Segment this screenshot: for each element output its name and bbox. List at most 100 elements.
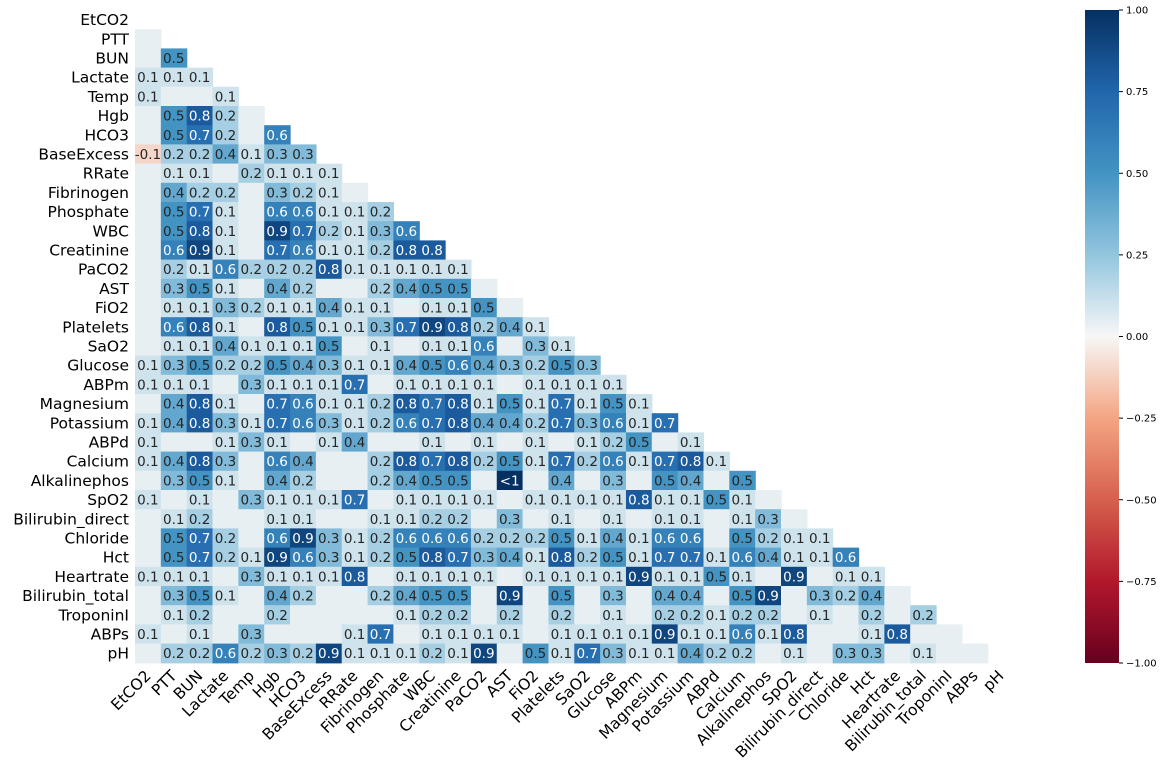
row-label: Lactate xyxy=(71,69,129,87)
heatmap-cell xyxy=(445,259,472,280)
heatmap-cell xyxy=(160,259,188,280)
heatmap-cell xyxy=(677,490,705,510)
heatmap-cell xyxy=(341,336,369,357)
cell-value-label: 0.8 xyxy=(189,454,210,470)
heatmap-cell xyxy=(522,451,550,472)
cell-value-label: 0.1 xyxy=(215,205,236,221)
heatmap-cell xyxy=(548,413,575,433)
cell-value-label: 0.2 xyxy=(525,531,546,547)
cell-value-label: 0.1 xyxy=(266,377,287,393)
heatmap-cell xyxy=(393,221,420,241)
heatmap-cell xyxy=(238,317,265,337)
cell-value-label: 0.9 xyxy=(266,224,287,240)
cell-value-label: 0.8 xyxy=(421,243,442,259)
row-label: Glucose xyxy=(67,357,129,375)
heatmap-cell xyxy=(341,278,369,299)
heatmap-cell xyxy=(290,566,317,587)
heatmap-cell xyxy=(419,470,446,491)
cell-value-label: 0.1 xyxy=(447,339,468,355)
heatmap-cell xyxy=(238,470,265,491)
cell-value-label: 0.1 xyxy=(706,608,727,624)
cell-value-label: 0.5 xyxy=(163,205,184,221)
cell-value-label: 0.2 xyxy=(241,262,262,278)
cell-value-label: 0.2 xyxy=(370,243,391,259)
cell-value-label: 0.7 xyxy=(680,550,701,566)
heatmap-cell xyxy=(419,413,446,433)
heatmap-cell xyxy=(315,605,343,625)
cell-value-label: 0.4 xyxy=(680,589,701,605)
heatmap-cell xyxy=(186,394,214,414)
heatmap-cell xyxy=(600,451,627,472)
heatmap-cell xyxy=(367,586,394,606)
cell-value-label: 0.6 xyxy=(266,531,287,547)
heatmap-cell xyxy=(600,528,627,549)
cell-value-label: 0.3 xyxy=(576,358,597,374)
heatmap-cell xyxy=(729,643,756,664)
heatmap-cell xyxy=(651,605,679,625)
cell-value-label: 0.1 xyxy=(266,435,287,451)
row-label: WBC xyxy=(92,222,129,240)
heatmap-cell xyxy=(884,605,911,625)
cell-value-label: 0.2 xyxy=(421,646,442,662)
heatmap-cell xyxy=(290,643,317,664)
heatmap-cell xyxy=(160,586,188,606)
cell-value-label: 0.5 xyxy=(266,358,287,374)
heatmap-cell xyxy=(160,317,188,337)
cell-value-label: 0.2 xyxy=(370,416,391,432)
cell-value-label: 0.6 xyxy=(215,262,236,278)
heatmap-cell xyxy=(496,394,524,414)
heatmap-cell xyxy=(755,624,782,645)
cell-value-label: 0.1 xyxy=(654,646,675,662)
cell-value-label: 0.1 xyxy=(344,531,365,547)
cell-value-label: 0.1 xyxy=(163,569,184,585)
heatmap-cell xyxy=(341,432,369,453)
heatmap-cell xyxy=(186,643,214,664)
heatmap-cell xyxy=(290,374,317,395)
cell-value-label: 0.5 xyxy=(396,550,417,566)
cell-value-label: 0.1 xyxy=(421,262,442,278)
heatmap-cell xyxy=(212,202,239,222)
cell-value-label: 0.8 xyxy=(396,397,417,413)
heatmap-cell xyxy=(135,67,162,88)
heatmap-cell xyxy=(367,605,394,625)
heatmap-cell xyxy=(290,182,317,203)
heatmap-cell xyxy=(600,394,627,414)
cell-value-label: 0.7 xyxy=(447,550,468,566)
heatmap-cell xyxy=(367,547,394,568)
heatmap-cell xyxy=(522,624,550,645)
cell-value-label: 0.4 xyxy=(499,550,520,566)
cell-value-label: 0.1 xyxy=(189,262,210,278)
heatmap-cell xyxy=(160,240,188,261)
cell-value-label: 0.4 xyxy=(602,531,623,547)
heatmap-cell xyxy=(341,490,369,510)
cell-value-label: 0.6 xyxy=(292,243,313,259)
heatmap-cell xyxy=(910,643,937,664)
cell-value-label: 0.1 xyxy=(551,339,572,355)
cell-value-label: 0.1 xyxy=(396,493,417,509)
cell-value-label: 0.4 xyxy=(680,646,701,662)
heatmap-cell xyxy=(160,163,188,184)
cell-value-label: 0.2 xyxy=(551,608,572,624)
cell-value-label: 0.1 xyxy=(473,377,494,393)
heatmap-cell xyxy=(600,586,627,606)
row-label: SaO2 xyxy=(88,338,129,356)
heatmap-cell xyxy=(264,394,291,414)
heatmap-cell xyxy=(677,586,705,606)
heatmap-cell xyxy=(290,624,317,645)
cell-value-label: 0.1 xyxy=(576,493,597,509)
heatmap-cell xyxy=(703,566,730,587)
heatmap-cell xyxy=(393,432,420,453)
heatmap-cell xyxy=(160,48,188,69)
cell-value-label: 0.1 xyxy=(292,339,313,355)
heatmap-cell xyxy=(445,547,472,568)
heatmap-cell xyxy=(445,374,472,395)
cell-value-label: 0.1 xyxy=(137,377,158,393)
cell-value-label: 0.2 xyxy=(757,531,778,547)
heatmap-cell xyxy=(238,144,265,165)
heatmap-cell xyxy=(315,470,343,491)
cell-value-label: 0.7 xyxy=(421,416,442,432)
cell-value-label: 0.1 xyxy=(266,301,287,317)
heatmap-cell xyxy=(315,336,343,357)
heatmap-cell xyxy=(315,643,343,664)
cell-value-label: 0.1 xyxy=(189,70,210,86)
